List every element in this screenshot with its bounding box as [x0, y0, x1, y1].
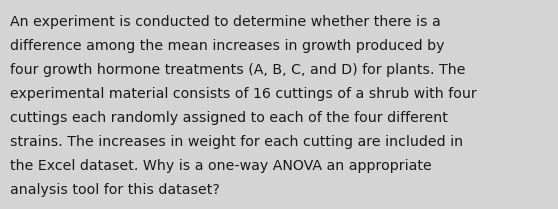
Text: An experiment is conducted to determine whether there is a: An experiment is conducted to determine …	[10, 15, 441, 29]
Text: analysis tool for this dataset?: analysis tool for this dataset?	[10, 183, 220, 197]
Text: the Excel dataset. Why is a one-way ANOVA an appropriate: the Excel dataset. Why is a one-way ANOV…	[10, 159, 432, 173]
Text: cuttings each randomly assigned to each of the four different: cuttings each randomly assigned to each …	[10, 111, 448, 125]
Text: difference among the mean increases in growth produced by: difference among the mean increases in g…	[10, 39, 445, 53]
Text: experimental material consists of 16 cuttings of a shrub with four: experimental material consists of 16 cut…	[10, 87, 477, 101]
Text: four growth hormone treatments (A, B, C, and D) for plants. The: four growth hormone treatments (A, B, C,…	[10, 63, 465, 77]
Text: strains. The increases in weight for each cutting are included in: strains. The increases in weight for eac…	[10, 135, 463, 149]
